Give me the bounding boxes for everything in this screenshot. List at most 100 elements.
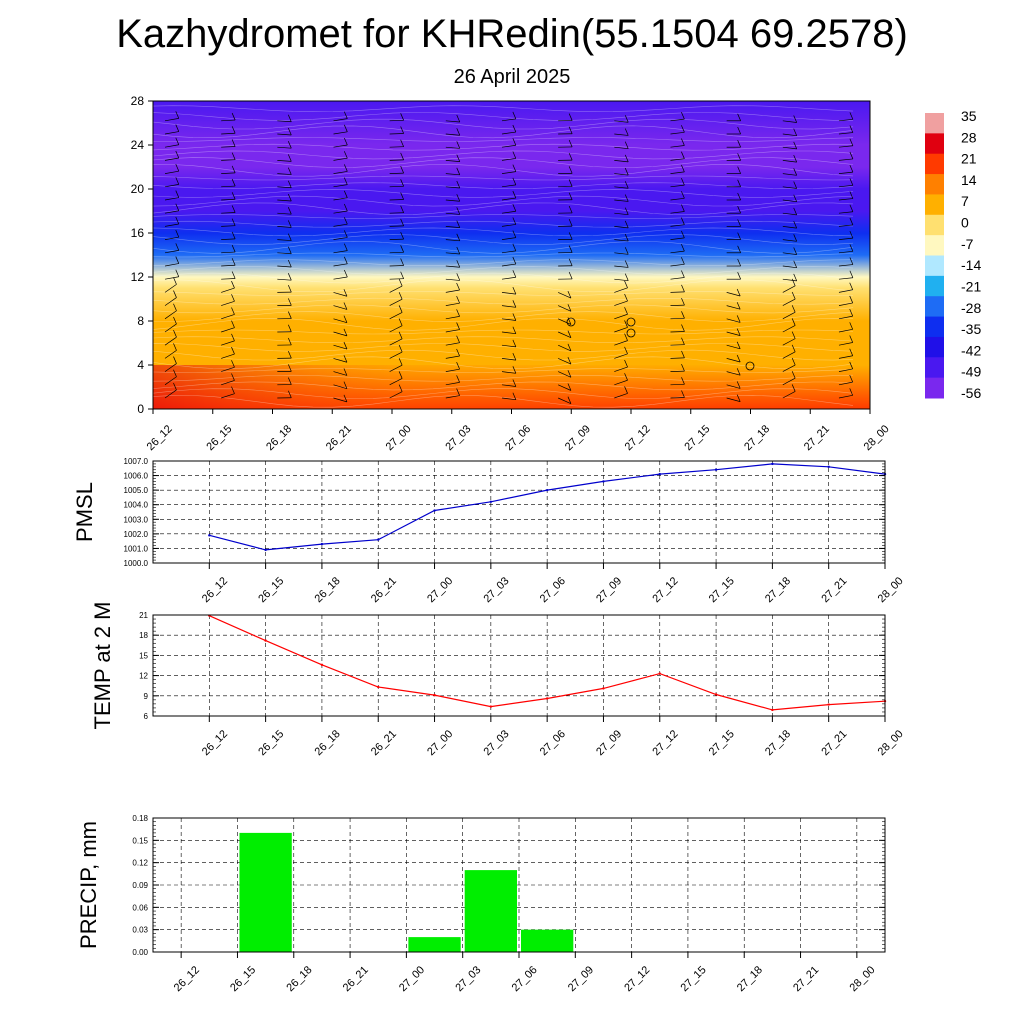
wind-barb-flag bbox=[793, 181, 798, 189]
y-tick-label: 6 bbox=[144, 712, 149, 721]
wind-barb bbox=[782, 252, 797, 255]
wind-barb bbox=[838, 328, 853, 333]
wind-barb bbox=[838, 224, 853, 227]
x-tick-label: 27_03 bbox=[481, 575, 511, 605]
wind-barb bbox=[838, 315, 853, 320]
x-tick-label: 26_15 bbox=[228, 964, 258, 994]
y-tick-label: 1007.0 bbox=[124, 457, 149, 466]
wind-barb-flag bbox=[624, 346, 628, 354]
wind-barb bbox=[614, 186, 629, 189]
wind-barb bbox=[614, 265, 629, 268]
y-tick-label: 1003.0 bbox=[124, 515, 149, 524]
wind-barb-flag bbox=[344, 243, 348, 251]
wind-barb-flag bbox=[681, 164, 685, 173]
wind-barb-flag bbox=[344, 124, 348, 132]
wind-barb bbox=[614, 327, 628, 333]
wind-barb-flag bbox=[287, 114, 292, 122]
y-tick-label: 1004.0 bbox=[124, 501, 149, 510]
wind-barb-flag bbox=[849, 295, 854, 304]
wind-barb-flag bbox=[791, 291, 796, 300]
wind-barb bbox=[333, 223, 348, 227]
wind-barb bbox=[838, 394, 853, 399]
wind-barb bbox=[838, 118, 853, 122]
wind-barb-flag bbox=[681, 217, 685, 225]
wind-barb bbox=[614, 287, 628, 293]
x-tick-label: 26_12 bbox=[200, 728, 230, 758]
wind-barb bbox=[838, 342, 853, 346]
wind-barb bbox=[221, 238, 236, 240]
colorbar-label: -56 bbox=[961, 385, 981, 401]
wind-barb-flag bbox=[175, 137, 180, 145]
wind-barb-flag bbox=[681, 138, 685, 146]
x-tick-label: 27_06 bbox=[510, 964, 540, 994]
wind-barb-flag bbox=[231, 360, 235, 368]
x-tick-label: 28_00 bbox=[847, 964, 877, 994]
wind-barb-flag bbox=[737, 153, 741, 161]
wind-barb-flag bbox=[231, 386, 235, 394]
wind-barb bbox=[501, 371, 516, 374]
wind-barb-flag bbox=[624, 207, 629, 215]
wind-barb-flag bbox=[567, 383, 572, 391]
wind-barb-flag bbox=[344, 269, 348, 278]
wind-barb-flag bbox=[567, 304, 572, 312]
wind-barb bbox=[221, 198, 236, 201]
wind-barb bbox=[445, 289, 460, 293]
wind-barb bbox=[389, 298, 403, 306]
wind-barb bbox=[445, 278, 460, 281]
wind-barb bbox=[164, 323, 177, 333]
series-point bbox=[433, 693, 436, 697]
panel-y-axis-label: PRECIP, mm bbox=[76, 821, 101, 949]
series-point bbox=[602, 480, 605, 483]
wind-barb-flag bbox=[231, 333, 235, 342]
contour-line bbox=[153, 112, 853, 121]
wind-barb-flag bbox=[231, 165, 236, 174]
x-tick-label: 27_00 bbox=[425, 575, 455, 605]
wind-barb bbox=[782, 285, 796, 293]
wind-barb-flag bbox=[793, 247, 798, 255]
wind-barb-flag bbox=[344, 203, 348, 212]
wind-barb bbox=[389, 312, 403, 320]
wind-barb-flag bbox=[793, 234, 798, 242]
wind-barb-flag bbox=[343, 355, 348, 363]
series-point bbox=[827, 465, 830, 469]
wind-barb-flag bbox=[344, 177, 348, 185]
wind-barb-flag bbox=[624, 115, 629, 123]
wind-barb bbox=[221, 278, 236, 280]
wind-barb bbox=[221, 251, 236, 254]
wind-barb bbox=[614, 313, 628, 320]
wind-barb-flag bbox=[456, 167, 461, 175]
contour-line bbox=[153, 266, 854, 275]
contour-line bbox=[153, 297, 854, 305]
wind-barb bbox=[277, 226, 292, 228]
wind-barb bbox=[333, 305, 348, 310]
wind-barb bbox=[445, 355, 460, 359]
wind-barb bbox=[164, 118, 179, 122]
wind-barb bbox=[277, 265, 292, 268]
series-point bbox=[489, 705, 493, 708]
wind-barb-flag bbox=[175, 243, 180, 251]
wind-barb-flag bbox=[737, 258, 741, 267]
wind-barb-flag bbox=[175, 216, 180, 225]
wind-barb-flag bbox=[512, 138, 517, 146]
wind-barb-flag bbox=[512, 204, 517, 212]
wind-barb-flag bbox=[398, 331, 403, 339]
wind-barb bbox=[838, 302, 853, 306]
wind-barb-flag bbox=[737, 272, 741, 280]
wind-barb bbox=[164, 131, 179, 135]
wind-barb bbox=[558, 318, 572, 325]
wind-barb bbox=[782, 173, 797, 176]
wind-barb bbox=[221, 212, 236, 214]
wind-barb bbox=[614, 340, 628, 346]
wind-barb-flag bbox=[736, 315, 741, 323]
wind-barb-flag bbox=[681, 377, 685, 385]
y-tick-label: 0.06 bbox=[132, 903, 148, 912]
wind-barb-flag bbox=[849, 270, 854, 278]
x-tick-label: 27_21 bbox=[791, 964, 821, 994]
wind-barb-flag bbox=[567, 370, 572, 378]
calm-marker bbox=[566, 317, 576, 327]
series-point bbox=[771, 462, 774, 466]
wind-barb bbox=[445, 160, 460, 162]
wind-barb-flag bbox=[288, 390, 292, 398]
wind-barb bbox=[221, 300, 235, 306]
x-tick-label: 27_09 bbox=[594, 728, 624, 758]
